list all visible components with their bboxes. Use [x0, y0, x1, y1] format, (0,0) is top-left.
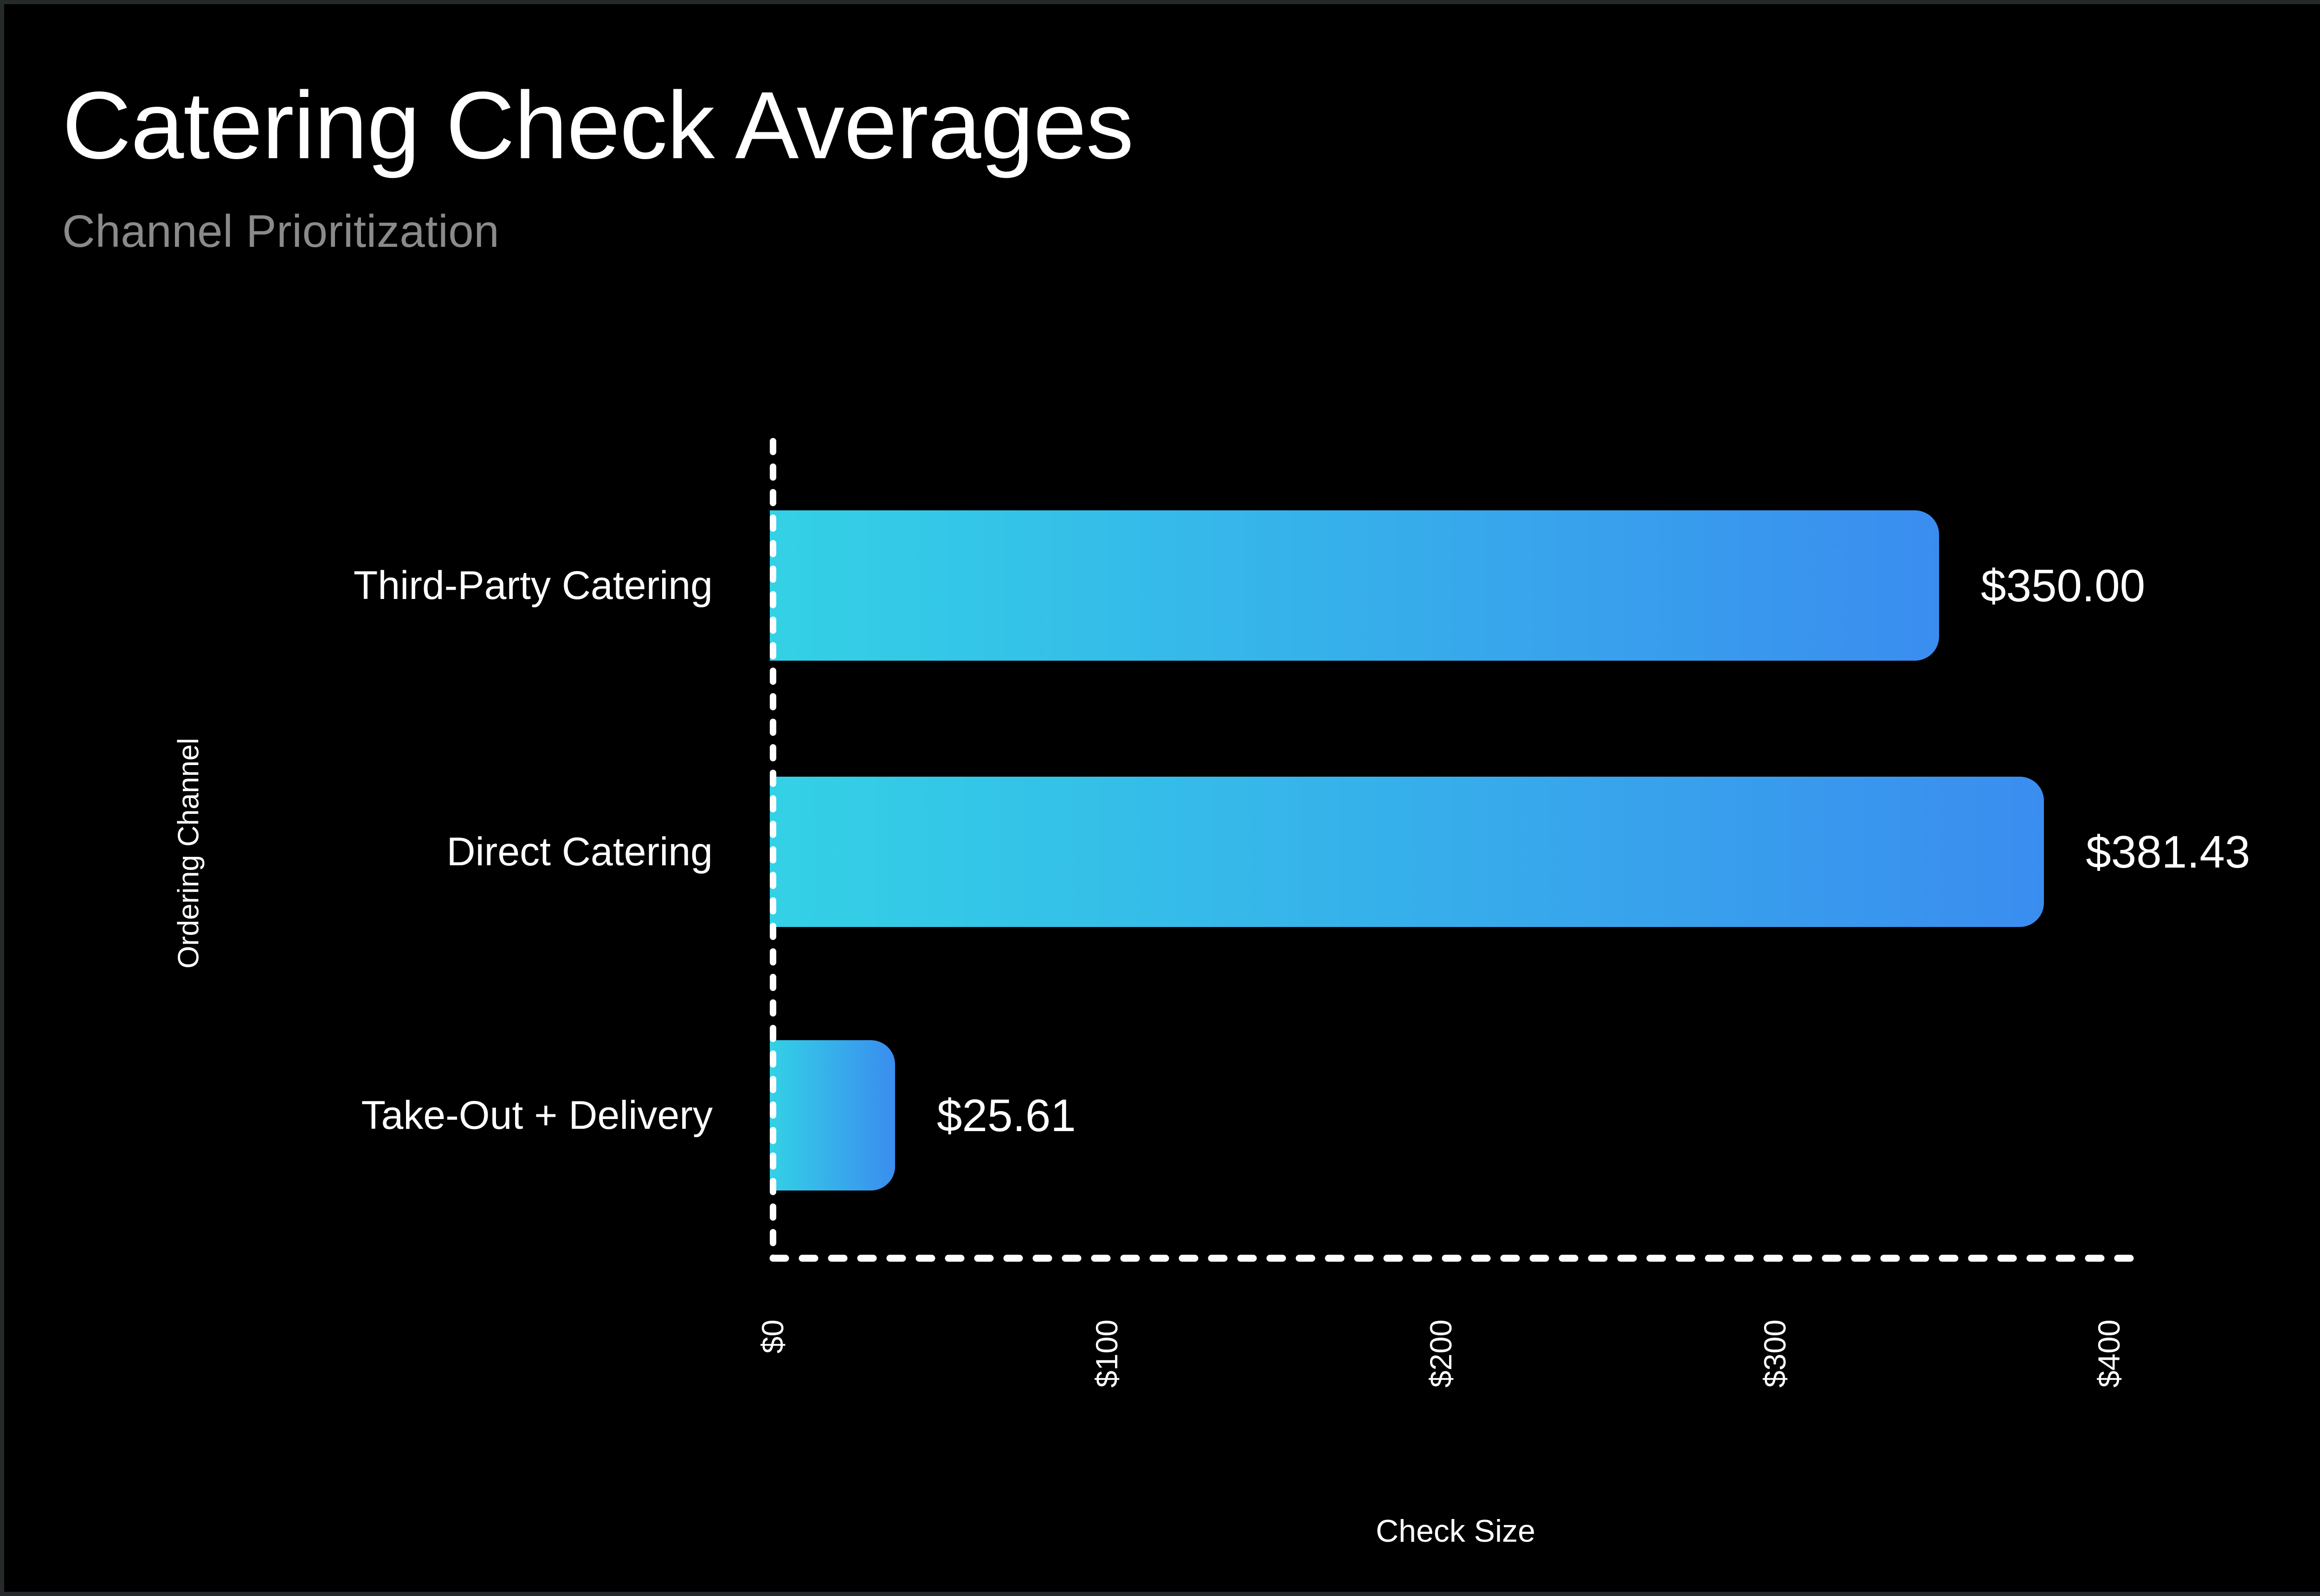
value-label: $381.43: [2086, 826, 2250, 877]
value-label: $25.61: [937, 1089, 1076, 1141]
x-tick-label: $300: [1758, 1319, 1792, 1388]
x-tick: $0: [755, 1319, 790, 1355]
y-axis-title-text: Ordering Channel: [172, 738, 205, 969]
category-label: Take-Out + Delivery: [361, 1093, 713, 1138]
x-tick-label: $200: [1424, 1319, 1458, 1388]
category-label: Direct Catering: [446, 829, 713, 874]
x-tick: $100: [1089, 1319, 1158, 1388]
bar: [770, 510, 1939, 661]
x-tick: $200: [1424, 1319, 1492, 1388]
x-tick-label: $100: [1089, 1319, 1124, 1388]
chart-title: Catering Check Averages: [62, 72, 1134, 179]
x-axis-title: Check Size: [1376, 1513, 1535, 1549]
x-tick: $300: [1758, 1319, 1826, 1388]
x-tick-label: $0: [755, 1319, 790, 1354]
category-label: Third-Party Catering: [353, 563, 713, 608]
bar: [770, 1040, 895, 1191]
chart-subtitle: Channel Prioritization: [62, 206, 500, 257]
x-tick-label: $400: [2092, 1319, 2126, 1388]
bar: [770, 777, 2044, 927]
value-label: $350.00: [1981, 560, 2146, 611]
x-tick: $400: [2092, 1319, 2160, 1388]
chart-header: Catering Check Averages Channel Prioriti…: [62, 77, 1134, 254]
